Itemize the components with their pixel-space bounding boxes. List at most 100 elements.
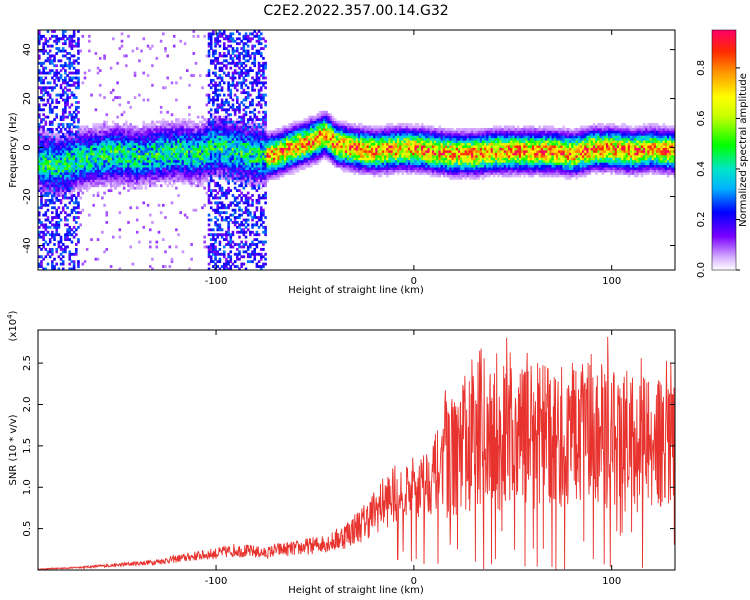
- heatmap-cell: [188, 105, 191, 109]
- heatmap-cell: [218, 30, 222, 33]
- heatmap-cell: [209, 98, 213, 102]
- heatmap-cell: [218, 32, 222, 36]
- heatmap-cell: [138, 169, 141, 173]
- heatmap-cell: [42, 142, 45, 146]
- heatmap-cell: [79, 223, 82, 227]
- heatmap-cell: [38, 56, 41, 60]
- heatmap-cell: [116, 181, 119, 185]
- heatmap-cell: [166, 167, 169, 170]
- heatmap-cell: [236, 125, 239, 129]
- heatmap-cell: [127, 132, 130, 136]
- heatmap-cell: [66, 74, 69, 77]
- heatmap-cell: [116, 176, 119, 180]
- heatmap-cell: [209, 191, 213, 195]
- heatmap-cell: [88, 184, 91, 188]
- heatmap-cell: [122, 130, 126, 134]
- heatmap-cell: [201, 181, 204, 185]
- heatmap-cell: [111, 142, 115, 146]
- heatmap-cell: [172, 176, 176, 180]
- heatmap-cell: [303, 152, 307, 156]
- heatmap-cell: [55, 132, 58, 136]
- heatmap-cell: [83, 162, 87, 166]
- heatmap-cell: [74, 172, 78, 175]
- heatmap-cell: [127, 167, 130, 170]
- heatmap-cell: [194, 172, 198, 175]
- heatmap-cell: [201, 123, 204, 126]
- heatmap-cell: [140, 130, 143, 134]
- heatmap-cell: [42, 78, 45, 82]
- heatmap-cell: [207, 132, 211, 136]
- heatmap-cell: [323, 113, 326, 117]
- heatmap-cell: [94, 181, 98, 185]
- heatmap-cell: [168, 127, 172, 131]
- heatmap-cell: [40, 76, 43, 80]
- heatmap-cell: [118, 103, 122, 107]
- heatmap-cell: [157, 120, 161, 124]
- heatmap-cell: [64, 98, 67, 102]
- heatmap-cell: [172, 157, 176, 161]
- heatmap-cell: [299, 127, 302, 131]
- heatmap-cell: [40, 196, 43, 200]
- heatmap-cell: [125, 130, 128, 134]
- heatmap-cell: [214, 91, 217, 95]
- heatmap-cell: [46, 250, 50, 254]
- heatmap-cell: [155, 176, 159, 180]
- heatmap-cell: [166, 179, 169, 183]
- heatmap-cell: [251, 145, 254, 148]
- heatmap-cell: [307, 137, 311, 141]
- heatmap-cell: [79, 169, 82, 173]
- heatmap-cell: [229, 140, 233, 144]
- heatmap-cell: [59, 186, 63, 190]
- heatmap-cell: [283, 150, 287, 153]
- heatmap-cell: [42, 150, 45, 153]
- heatmap-cell: [42, 257, 45, 261]
- heatmap-cell: [185, 216, 189, 219]
- heatmap-cell: [190, 150, 193, 153]
- heatmap-cell: [138, 127, 141, 131]
- heatmap-cell: [233, 61, 237, 65]
- heatmap-cell: [103, 157, 106, 161]
- heatmap-cell: [310, 162, 313, 166]
- heatmap-cell: [151, 130, 154, 134]
- heatmap-cell: [57, 225, 61, 229]
- heatmap-cell: [135, 186, 139, 190]
- heatmap-cell: [53, 191, 56, 195]
- heatmap-cell: [259, 265, 263, 268]
- heatmap-cell: [142, 98, 146, 102]
- heatmap-cell: [316, 123, 320, 126]
- heatmap-cell: [105, 211, 109, 215]
- heatmap-cell: [44, 255, 48, 259]
- heatmap-cell: [292, 162, 296, 166]
- heatmap-cell: [259, 142, 263, 146]
- heatmap-cell: [270, 174, 274, 178]
- heatmap-cell: [159, 120, 163, 124]
- heatmap-cell: [64, 110, 67, 114]
- heatmap-cell: [142, 169, 146, 173]
- heatmap-cell: [190, 176, 193, 180]
- heatmap-cell: [170, 150, 174, 153]
- heatmap-cell: [214, 257, 217, 261]
- heatmap-cell: [323, 120, 326, 124]
- heatmap-cell: [236, 147, 239, 151]
- heatmap-cell: [251, 218, 254, 222]
- heatmap-cell: [83, 186, 87, 190]
- heatmap-cell: [207, 255, 211, 259]
- heatmap-cell: [201, 176, 204, 180]
- heatmap-cell: [212, 189, 215, 193]
- heatmap-cell: [162, 140, 165, 144]
- heatmap-cell: [199, 167, 202, 170]
- heatmap-cell: [205, 174, 209, 178]
- heatmap-cell: [44, 157, 48, 161]
- heatmap-cell: [262, 159, 265, 163]
- heatmap-cell: [214, 44, 217, 48]
- heatmap-cell: [240, 135, 243, 139]
- heatmap-cell: [135, 230, 139, 234]
- heatmap-cell: [225, 164, 228, 168]
- heatmap-cell: [257, 147, 261, 151]
- heatmap-cell: [266, 145, 270, 148]
- heatmap-cell: [225, 54, 228, 58]
- heatmap-cell: [103, 150, 106, 153]
- heatmap-cell: [40, 174, 43, 178]
- heatmap-cell: [290, 157, 294, 161]
- heatmap-cell: [168, 162, 172, 166]
